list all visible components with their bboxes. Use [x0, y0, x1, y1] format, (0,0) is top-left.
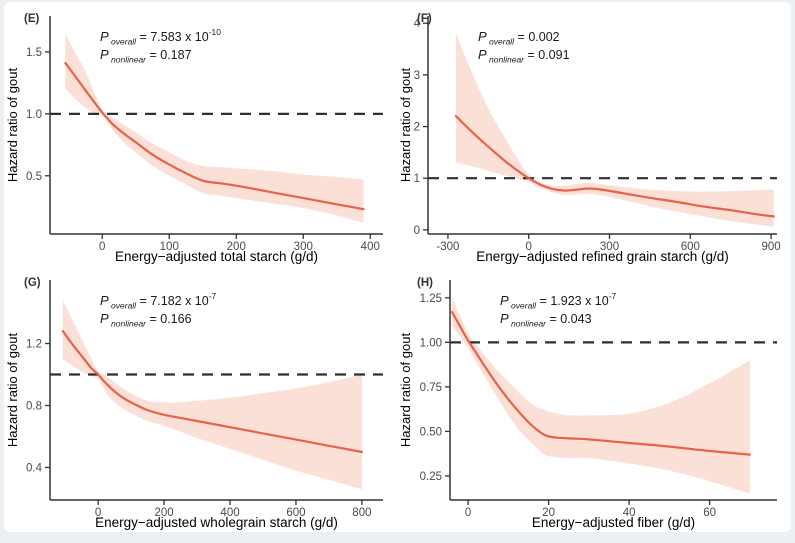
- y-tick-label: 3: [414, 70, 420, 82]
- y-tick-label: 1.2: [26, 339, 42, 351]
- panel-F-hazard-ratio-chart: -300 0 300 600 900 0 1 2 3 4 Energy−adjusted refin…: [398, 13, 781, 264]
- confidence-band: [456, 33, 774, 227]
- y-tick-label: 0.4: [26, 462, 43, 474]
- y-tick-label: 0: [414, 225, 420, 237]
- x-tick-label: 900: [761, 241, 780, 253]
- y-tick-label: 0.50: [420, 426, 442, 438]
- x-tick-label: 200: [154, 507, 173, 519]
- confidence-band: [65, 34, 364, 223]
- x-tick-label: 40: [623, 507, 636, 519]
- y-tick-label: 1.25: [420, 293, 442, 305]
- confidence-band: [62, 300, 362, 490]
- p-value-annotation: P nonlinear = 0.187: [100, 47, 192, 65]
- x-axis-title: Energy−adjusted fiber (g/d): [532, 515, 695, 530]
- panel-H: 0 20 40 60 0.25 0.50 0.75 1.00 1.25 Energy−adjust…: [397, 266, 791, 532]
- spline-figure-grid: 0 100 200 300 400 0.5 1.0 1.5 Energy−adjusted to…: [4, 2, 791, 532]
- y-tick-label: 1.00: [420, 337, 442, 349]
- y-tick-label: 2: [414, 122, 420, 134]
- panel-tag: (G): [24, 277, 41, 289]
- x-tick-label: -300: [436, 241, 459, 253]
- y-axis-title: Hazard ratio of gout: [5, 333, 20, 448]
- x-tick-label: 0: [465, 507, 471, 519]
- y-tick-label: 0.5: [26, 171, 42, 183]
- panel-H-hazard-ratio-chart: 0 20 40 60 0.25 0.50 0.75 1.00 1.25 Energy−adjust…: [398, 277, 777, 530]
- x-tick-label: 20: [542, 507, 555, 519]
- hazard-ratio-curve: [61, 330, 363, 454]
- x-tick-label: 300: [294, 241, 313, 253]
- y-tick-label: 0.25: [420, 471, 442, 483]
- y-axis-title: Hazard ratio of gout: [398, 68, 413, 183]
- x-axis-title: Energy−adjusted total starch (g/d): [115, 249, 318, 264]
- p-value-annotation: P nonlinear = 0.043: [500, 311, 592, 329]
- panel-E-hazard-ratio-chart: 0 100 200 300 400 0.5 1.0 1.5 Energy−adjusted to…: [5, 13, 383, 264]
- panel-F: -300 0 300 600 900 0 1 2 3 4 Energy−adjusted refin…: [397, 2, 791, 266]
- panel-E: 0 100 200 300 400 0.5 1.0 1.5 Energy−adjusted to…: [4, 2, 397, 266]
- x-tick-label: 600: [681, 241, 700, 253]
- y-axis-title: Hazard ratio of gout: [5, 68, 20, 183]
- x-tick-label: 400: [220, 507, 239, 519]
- p-value-annotation: P overall = 7.182 x 10-7: [100, 291, 217, 311]
- x-tick-label: 0: [95, 507, 101, 519]
- p-value-annotation: P overall = 0.002: [478, 29, 560, 47]
- x-tick-label: 200: [227, 241, 246, 253]
- panel-tag: (F): [417, 13, 432, 25]
- panel-G-hazard-ratio-chart: 0 200 400 600 800 0.4 0.8 1.2 Energy−adjusted wh…: [5, 277, 383, 530]
- p-value-annotation: P overall = 7.583 x 10-10: [100, 27, 221, 47]
- p-value-annotation: P nonlinear = 0.091: [478, 47, 570, 65]
- x-tick-label: 0: [526, 241, 532, 253]
- x-tick-label: 60: [703, 507, 716, 519]
- hazard-ratio-curve: [64, 62, 365, 211]
- x-axis-title: Energy−adjusted wholegrain starch (g/d): [95, 515, 338, 530]
- y-tick-label: 1: [414, 173, 420, 185]
- p-value-annotation: P nonlinear = 0.166: [100, 311, 192, 329]
- x-tick-label: 800: [352, 507, 371, 519]
- y-axis-title: Hazard ratio of gout: [398, 333, 413, 448]
- y-tick-label: 4: [414, 18, 421, 30]
- panel-tag: (H): [417, 277, 433, 289]
- y-tick-label: 1.5: [26, 47, 42, 59]
- y-tick-label: 1.0: [26, 109, 42, 121]
- y-tick-label: 0.75: [420, 382, 442, 394]
- x-tick-label: 400: [361, 241, 380, 253]
- x-tick-label: 600: [286, 507, 305, 519]
- y-tick-label: 0.8: [26, 400, 42, 412]
- panel-tag: (E): [24, 13, 40, 25]
- confidence-band: [452, 297, 750, 494]
- x-tick-label: 0: [99, 241, 105, 253]
- x-axis-title: Energy−adjusted refined grain starch (g/…: [476, 249, 729, 264]
- x-tick-label: 100: [160, 241, 179, 253]
- hazard-ratio-curve: [454, 115, 775, 218]
- p-value-annotation: P overall = 1.923 x 10-7: [500, 291, 617, 311]
- x-tick-label: 300: [600, 241, 619, 253]
- hazard-ratio-curve: [450, 311, 751, 456]
- panel-G: 0 200 400 600 800 0.4 0.8 1.2 Energy−adjusted wh…: [4, 266, 397, 532]
